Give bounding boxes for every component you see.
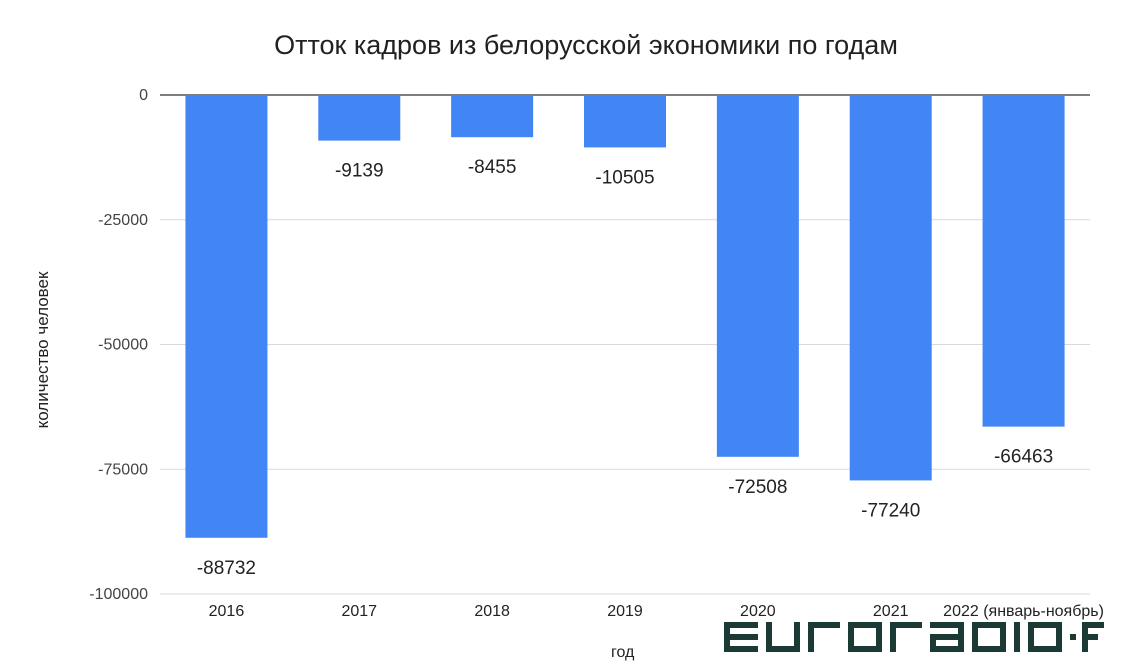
data-label: -88732 — [197, 558, 256, 579]
euroradio-logo — [724, 622, 1104, 652]
x-category-label: 2020 — [740, 603, 776, 620]
bar-2016 — [185, 95, 268, 538]
y-tick-label: -75000 — [98, 461, 148, 478]
y-tick-label: -100000 — [89, 586, 148, 603]
x-axis-label: год — [611, 644, 635, 661]
x-category-label: 2021 — [873, 603, 909, 620]
bar-2019 — [584, 95, 666, 148]
x-category-label: 2016 — [209, 603, 245, 620]
bar-2018 — [451, 95, 534, 138]
bar-2022 — [982, 95, 1065, 427]
data-label: -66463 — [994, 447, 1053, 468]
y-tick-label: -25000 — [98, 212, 148, 229]
x-category-label: 2022 (январь-ноябрь) — [943, 603, 1104, 620]
x-category-label: 2017 — [341, 603, 377, 620]
bar-2020 — [716, 95, 799, 457]
chart-title: Отток кадров из белорусской экономики по… — [274, 30, 898, 60]
x-category-label: 2019 — [607, 603, 643, 620]
data-label: -72508 — [728, 477, 787, 498]
y-tick-label: 0 — [139, 87, 148, 104]
y-tick-label: -50000 — [98, 337, 148, 354]
bar-2021 — [849, 95, 932, 481]
bars — [185, 95, 1065, 538]
labels: 0 -25000 -50000 -75000 -100000 -88732 2016 -913… — [89, 87, 1104, 620]
x-category-label: 2018 — [474, 603, 510, 620]
bar-2017 — [318, 95, 401, 141]
data-label: -77240 — [861, 500, 920, 521]
data-label: -10505 — [595, 167, 654, 188]
data-label: -9139 — [335, 161, 384, 182]
data-label: -8455 — [468, 157, 517, 178]
